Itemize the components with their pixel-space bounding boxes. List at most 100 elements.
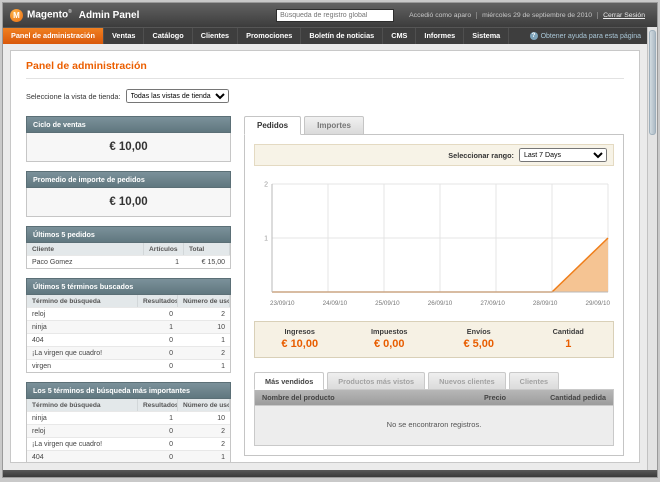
grid-tab[interactable]: Clientes: [508, 372, 560, 390]
total-label: Impuestos: [371, 327, 408, 336]
nav-item[interactable]: Catálogo: [144, 28, 193, 44]
grid-tab[interactable]: Más vendidos: [254, 372, 325, 390]
store-view-select[interactable]: Todas las vistas de tienda: [125, 89, 229, 103]
nav-item[interactable]: Ventas: [104, 28, 145, 44]
nav-item[interactable]: Panel de administración: [3, 28, 104, 44]
table-row[interactable]: 404 0 1: [27, 450, 230, 462]
logo-suffix: Admin Panel: [78, 9, 140, 21]
grid-header-row: Nombre del producto Precio Cantidad pedi…: [255, 390, 613, 405]
chart-tab[interactable]: Importes: [304, 116, 364, 135]
total-value: 1: [565, 338, 572, 350]
content-area: Panel de administración Seleccione la vi…: [10, 50, 640, 463]
x-axis-tick-label: 26/09/10: [427, 300, 453, 307]
table-row[interactable]: ¡La virgen que cuadro! 0 2: [27, 346, 230, 359]
totals-bar: Ingresos € 10,00 Impuestos € 0,00: [254, 321, 614, 358]
svg-text:2: 2: [264, 182, 268, 189]
column-header: Resultados: [138, 399, 178, 411]
range-label: Seleccionar rango:: [448, 150, 514, 160]
table-row[interactable]: ninja 1 10: [27, 320, 230, 333]
global-search-input[interactable]: [276, 8, 395, 22]
main-nav: Panel de administración Ventas Catálogo …: [3, 27, 647, 44]
total-label: Envíos: [466, 327, 491, 336]
nav-item-label: Promociones: [246, 31, 293, 40]
grid-tabs: Más vendidos Productos más vistos Nuevos…: [254, 372, 614, 390]
column-header: Total: [184, 243, 230, 255]
top-search-table: Término de búsqueda Resultados Número de…: [26, 399, 231, 462]
grid-column-header: Precio: [484, 393, 506, 402]
help-label: Obtener ayuda para esta página: [540, 32, 641, 40]
card-title: Ciclo de ventas: [26, 116, 231, 133]
page-help-link[interactable]: ? Obtener ayuda para esta página: [529, 28, 647, 44]
grid-tab[interactable]: Productos más vistos: [327, 372, 426, 390]
total-stat: Impuestos € 0,00: [345, 327, 435, 350]
dashboard-right-column: Pedidos Importes Seleccionar rango: Last…: [244, 116, 624, 462]
current-date: miércoles 29 de septiembre de 2010: [476, 11, 597, 19]
logout-link[interactable]: Cerrar Sesión: [603, 11, 645, 19]
total-stat: Envíos € 5,00: [434, 327, 524, 350]
column-header: Término de búsqueda: [27, 295, 138, 307]
nav-item[interactable]: CMS: [383, 28, 417, 44]
table-row[interactable]: virgen 0 1: [27, 359, 230, 372]
column-header: Artículos: [144, 243, 184, 255]
x-axis-tick-label: 25/09/10: [375, 300, 400, 307]
nav-item-label: Informes: [424, 31, 456, 40]
x-axis-tick-label: 27/09/10: [480, 300, 505, 307]
nav-item-label: CMS: [391, 31, 408, 40]
column-header: Número de usos: [178, 295, 230, 307]
nav-item[interactable]: Boletín de noticias: [301, 28, 384, 44]
total-label: Ingresos: [284, 327, 315, 336]
empty-grid-message: No se encontraron registros.: [255, 405, 613, 445]
nav-item[interactable]: Promociones: [238, 28, 302, 44]
x-axis-tick-label: 28/09/10: [532, 300, 558, 307]
chart-tab[interactable]: Pedidos: [244, 116, 302, 135]
nav-item[interactable]: Clientes: [193, 28, 239, 44]
chart-x-axis-labels: 23/09/10 24/09/10 25/09/10 26/09/10 27/0…: [256, 298, 612, 307]
nav-item-label: Catálogo: [152, 31, 184, 40]
grid-column-header: Nombre del producto: [262, 393, 335, 402]
x-axis-tick-label: 29/09/10: [585, 300, 610, 307]
store-view-switcher: Seleccione la vista de tienda: Todas las…: [26, 89, 624, 103]
table-row[interactable]: ninja 1 10: [27, 411, 230, 424]
column-header: Cliente: [27, 243, 144, 255]
last-search-table: Término de búsqueda Resultados Número de…: [26, 295, 231, 373]
vertical-scrollbar[interactable]: [647, 27, 657, 470]
top-search-terms-card: Los 5 términos de búsqueda más important…: [26, 382, 231, 462]
table-header-row: Cliente Artículos Total: [27, 243, 230, 255]
last-orders-card: Últimos 5 pedidos Cliente Artículos Tota…: [26, 226, 231, 269]
table-row[interactable]: 404 0 1: [27, 333, 230, 346]
nav-item-label: Ventas: [111, 31, 136, 40]
grid-tab[interactable]: Nuevos clientes: [428, 372, 506, 390]
table-header-row: Término de búsqueda Resultados Número de…: [27, 295, 230, 307]
products-grid: Nombre del producto Precio Cantidad pedi…: [254, 389, 614, 446]
admin-header: M Magento® Admin Panel Accedió como apar…: [3, 3, 657, 27]
average-orders-value: € 10,00: [26, 188, 231, 217]
session-info: Accedió como aparo miércoles 29 de septi…: [404, 11, 650, 19]
column-header: Resultados: [138, 295, 178, 307]
average-orders-card: Promedio de importe de pedidos € 10,00: [26, 171, 231, 217]
table-row[interactable]: Paco Gomez 1 € 15,00: [27, 255, 230, 268]
total-value: € 0,00: [373, 338, 405, 350]
lifetime-sales-card: Ciclo de ventas € 10,00: [26, 116, 231, 162]
lifetime-sales-value: € 10,00: [26, 133, 231, 162]
column-header: Número de usos: [178, 399, 230, 411]
total-stat: Ingresos € 10,00: [255, 327, 345, 350]
table-row[interactable]: ¡La virgen que cuadro! 0 2: [27, 437, 230, 450]
chart-tabs: Pedidos Importes: [244, 116, 624, 135]
page-title: Panel de administración: [26, 60, 147, 72]
x-axis-tick-label: 23/09/10: [270, 300, 295, 307]
logged-in-as: Accedió como aparo: [409, 11, 472, 19]
x-axis-tick-label: 24/09/10: [322, 300, 348, 307]
nav-item[interactable]: Sistema: [464, 28, 510, 44]
table-row[interactable]: reloj 0 2: [27, 307, 230, 320]
dashboard-left-column: Ciclo de ventas € 10,00 Promedio de impo…: [26, 116, 231, 462]
nav-item-label: Clientes: [200, 31, 230, 40]
scrollbar-thumb[interactable]: [649, 30, 656, 135]
last-orders-table: Cliente Artículos Total Paco G: [26, 243, 231, 269]
range-select[interactable]: Last 7 Days: [519, 148, 607, 162]
nav-item[interactable]: Informes: [416, 28, 465, 44]
column-header: Término de búsqueda: [27, 399, 138, 411]
table-row[interactable]: reloj 0 2: [27, 424, 230, 437]
total-label: Cantidad: [552, 327, 584, 336]
